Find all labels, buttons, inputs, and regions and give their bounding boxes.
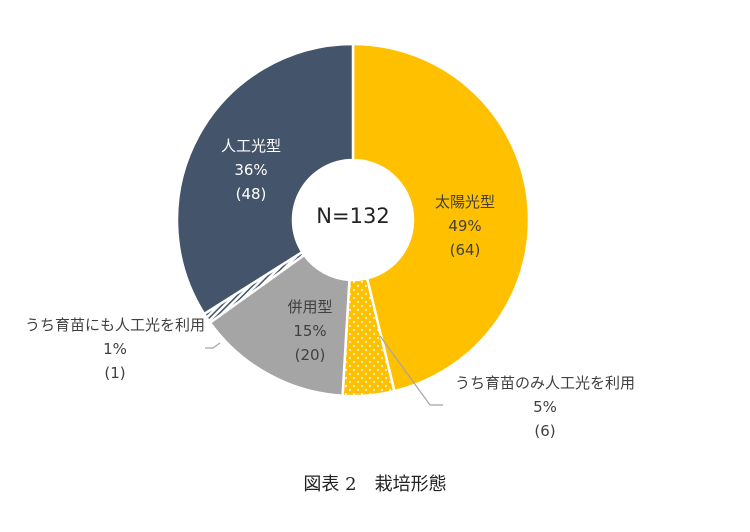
leader-line-artificial-sub: [205, 342, 221, 349]
label-artificial-sub-pct: 1%: [103, 340, 127, 358]
leader-line-solar-sub: [379, 335, 443, 406]
label-combined-count: (20): [294, 346, 326, 364]
donut-slice: [351, 42, 531, 393]
label-artificial-sub-name: うち育苗にも人工光を利用: [24, 316, 205, 334]
donut-chart: [175, 42, 531, 406]
donut-slice: [208, 253, 351, 398]
label-solar-sub-count: (6): [534, 422, 556, 440]
label-solar-count: (64): [449, 241, 481, 259]
label-combined-pct: 15%: [293, 322, 327, 340]
label-combined-name: 併用型: [287, 298, 333, 316]
label-solar-pct: 49%: [448, 217, 482, 235]
label-solar-name: 太陽光型: [434, 193, 495, 211]
label-solar: 太陽光型 49% (64): [420, 190, 510, 262]
label-artificial-count: (48): [235, 185, 267, 203]
label-solar-sub: うち育苗のみ人工光を利用 5% (6): [445, 371, 645, 443]
center-total-label: N=132: [316, 204, 390, 228]
figure-caption: 図表 2 栽培形態: [303, 474, 447, 495]
label-artificial-pct: 36%: [234, 161, 268, 179]
label-artificial-name: 人工光型: [220, 137, 281, 155]
label-solar-sub-name: うち育苗のみ人工光を利用: [454, 374, 635, 392]
label-artificial-sub: うち育苗にも人工光を利用 1% (1): [15, 313, 215, 385]
label-artificial-sub-count: (1): [104, 364, 126, 382]
donut-slices: [175, 42, 531, 398]
label-artificial: 人工光型 36% (48): [206, 134, 296, 206]
donut-slice: [175, 42, 355, 316]
label-combined: 併用型 15% (20): [270, 295, 350, 367]
label-solar-sub-pct: 5%: [533, 398, 557, 416]
